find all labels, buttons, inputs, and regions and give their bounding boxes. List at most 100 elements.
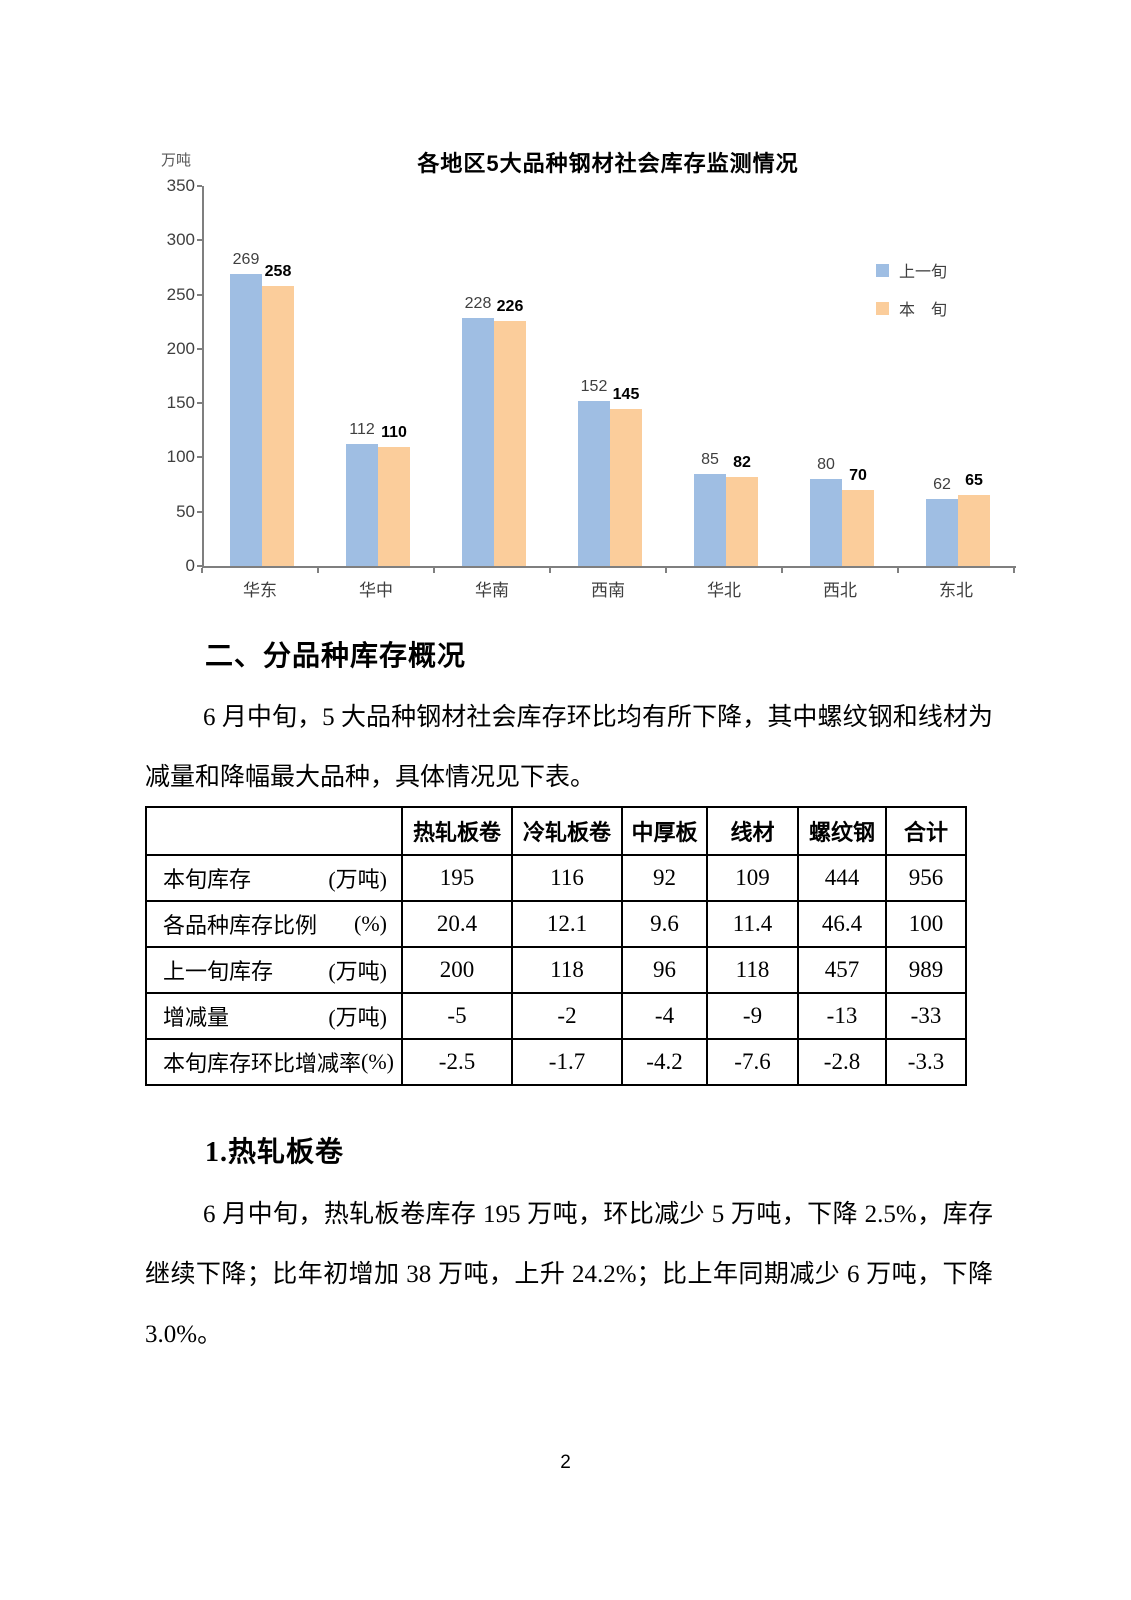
inventory-table-header: 热轧板卷 冷轧板卷 中厚板 线材 螺纹钢 合计 [145,806,967,856]
paragraph-hot-rolled-coil: 6 月中旬，热轧板卷库存 195 万吨，环比减少 5 万吨，下降 2.5%，库存… [145,1201,993,1348]
bar-value-label: 228 [464,295,492,312]
table-cell: -4.2 [621,1038,708,1086]
row-unit: (万吨) [328,867,387,892]
table-cell: 195 [401,854,513,902]
table-cell: -7.6 [706,1038,799,1086]
row-label: 本旬库存环比增减率 [163,1051,362,1076]
bar-previous-period [578,401,610,566]
table-cell: -13 [797,992,887,1040]
table-cell: 118 [511,946,623,994]
paragraph-variety-overview: 6 月中旬，5 大品种钢材社会库存环比均有所下降，其中螺纹钢和线材为减量和降幅最… [145,704,993,791]
table-cell: 92 [621,854,708,902]
bar-previous-period [462,318,494,566]
bar-current-period [378,447,410,566]
y-axis-tick-label: 300 [166,230,195,250]
inventory-table-body: 本旬库存 (万吨) 195 116 92 109 444 956 各品种库存比例 (%) 20.4 1… [145,854,967,1086]
y-axis-tick-label: 250 [166,284,195,304]
bar-value-label: 110 [381,424,407,441]
table-row: 上一旬库存 (万吨) 200 118 96 118 457 989 [145,946,967,994]
bar-current-period [842,490,874,566]
row-unit: (%) [361,1049,394,1074]
table-cell: 118 [706,946,799,994]
table-cell: 109 [706,854,799,902]
row-label: 上一旬库存 [163,959,274,984]
table-cell: -3.3 [885,1038,967,1086]
table-cell: -33 [885,992,967,1040]
y-axis-tick-mark [197,456,202,459]
table-cell: 116 [511,854,623,902]
category-label: 东北 [939,581,973,600]
bar-value-label: 65 [965,472,983,489]
table-header-row: 热轧板卷 冷轧板卷 中厚板 线材 螺纹钢 合计 [145,806,967,856]
chart-title: 各地区5大品种钢材社会库存监测情况 [417,151,799,176]
bar-current-period [494,321,526,566]
legend-swatch [876,263,889,277]
bar-value-label: 70 [849,467,867,484]
y-axis-tick-mark [197,239,202,242]
table-row-header: 本旬库存环比增减率 (%) [145,1038,403,1086]
chart-plot-area: 269 258 112 110 228 226 152 145 85 82 80 70 62 65 [202,186,1016,568]
row-unit: (万吨) [328,959,387,984]
bar-previous-period [230,274,262,566]
chart-legend: 上一旬本 旬 [876,258,947,334]
table-cell: -4 [621,992,708,1040]
legend-label: 上一旬 [899,264,948,281]
bar-value-label: 145 [612,386,640,403]
table-row-header-inner: 上一旬库存 (万吨) [151,954,397,986]
section-heading-hot-rolled-coil: 1.热轧板卷 [205,1137,345,1168]
legend-label: 本 旬 [899,302,948,319]
bar-value-label: 80 [817,456,835,473]
table-row-header: 增减量 (万吨) [145,992,403,1040]
legend-item: 上一旬 [876,258,947,282]
row-label: 各品种库存比例 [163,913,318,938]
bar-previous-period [346,444,378,566]
bar-current-period [958,495,990,566]
table-cell: 444 [797,854,887,902]
y-axis-tick-label: 150 [166,393,195,413]
table-cell: -1.7 [511,1038,623,1086]
y-axis-tick-mark [197,293,202,296]
table-cell: -2.5 [401,1038,513,1086]
bar-value-label: 152 [580,378,608,395]
table-cell: 9.6 [621,900,708,948]
bar-value-label: 269 [232,251,260,268]
table-row-header-inner: 本旬库存 (万吨) [151,862,397,894]
bar-value-label: 82 [733,454,751,471]
y-axis-tick-label: 100 [166,447,195,467]
table-row-header-inner: 各品种库存比例 (%) [151,908,397,940]
table-column-header: 中厚板 [621,806,708,856]
x-axis-tick-mark [201,568,203,573]
bar-current-period [262,286,294,566]
table-cell: -2 [511,992,623,1040]
y-axis-tick-mark [197,565,202,567]
table-row-header-inner: 本旬库存环比增减率 (%) [151,1046,397,1078]
y-axis-tick-mark [197,185,202,187]
table-cell: 12.1 [511,900,623,948]
table-cell: 46.4 [797,900,887,948]
bar-previous-period [694,474,726,566]
category-label: 西南 [591,581,625,600]
x-axis-tick-mark [433,568,435,573]
legend-item: 本 旬 [876,296,947,320]
bar-value-label: 85 [701,451,719,468]
table-column-header: 热轧板卷 [401,806,513,856]
bar-value-label: 258 [264,263,292,280]
table-cell: 100 [885,900,967,948]
x-axis-tick-mark [549,568,551,573]
table-corner-cell [145,806,403,856]
table-row: 各品种库存比例 (%) 20.4 12.1 9.6 11.4 46.4 100 [145,900,967,948]
bar-value-label: 226 [496,298,524,315]
chart-y-axis-unit-label: 万吨 [161,152,192,169]
y-axis-tick-mark [197,347,202,350]
row-label: 本旬库存 [163,867,252,892]
table-row: 本旬库存 (万吨) 195 116 92 109 444 956 [145,854,967,902]
table-row-header: 各品种库存比例 (%) [145,900,403,948]
table-row-header: 上一旬库存 (万吨) [145,946,403,994]
inventory-bar-chart: 万吨 各地区5大品种钢材社会库存监测情况 269 258 112 110 228 226 1… [145,140,1020,610]
page-number: 2 [560,1452,571,1473]
table-cell: 956 [885,854,967,902]
bar-current-period [610,409,642,566]
row-label: 增减量 [163,1005,230,1030]
y-axis-tick-label: 350 [166,176,195,195]
